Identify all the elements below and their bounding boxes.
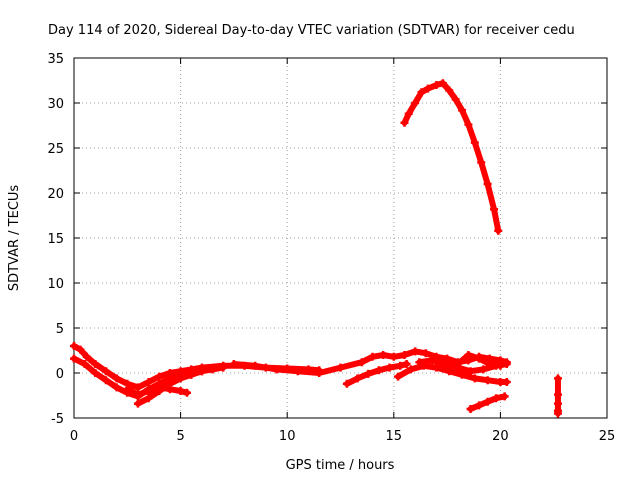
y-tick-label: 0	[56, 367, 64, 382]
x-axis-label: GPS time / hours	[286, 458, 395, 473]
data-series	[70, 79, 562, 418]
y-tick-label: 10	[47, 277, 64, 292]
x-tick-labels: 0 5 10 15 20 25	[70, 429, 615, 444]
y-tick-labels: -5 0 5 10 15 20 25 30 35	[47, 52, 64, 427]
y-tick-label: 15	[47, 232, 64, 247]
y-tick-label: -5	[51, 412, 64, 427]
x-tick-label: 20	[492, 429, 509, 444]
x-tick-label: 15	[386, 429, 403, 444]
series-arc-mid	[229, 347, 511, 377]
x-tick-label: 0	[70, 429, 78, 444]
series-arc-rise-a	[342, 360, 411, 388]
series-arc-low-d	[133, 367, 206, 408]
axes	[73, 57, 608, 419]
series-arc-rise-b	[394, 361, 511, 386]
series-arc-late	[453, 351, 505, 370]
chart-title: Day 114 of 2020, Sidereal Day-to-day VTE…	[48, 23, 575, 38]
y-tick-label: 20	[47, 187, 64, 202]
data-point	[219, 363, 228, 372]
series-segment	[484, 181, 498, 213]
y-tick-label: 5	[56, 322, 64, 337]
data-point	[402, 360, 411, 368]
data-point	[553, 409, 562, 418]
y-axis-label: SDTVAR / TECUs	[7, 185, 22, 292]
series-arc-tail	[466, 392, 509, 413]
series-arc-high	[400, 79, 503, 235]
data-point	[502, 378, 511, 386]
series-arc-isolated	[553, 374, 562, 418]
y-tick-label: 35	[47, 52, 64, 67]
x-tick-label: 5	[176, 429, 184, 444]
x-tick-label: 10	[279, 429, 296, 444]
data-point	[496, 361, 505, 370]
data-point	[500, 392, 509, 401]
data-point	[502, 360, 511, 368]
x-tick-label: 25	[599, 429, 616, 444]
y-tick-label: 30	[47, 97, 64, 112]
data-point	[494, 226, 503, 235]
data-point	[197, 367, 206, 376]
data-point	[182, 388, 191, 397]
y-tick-label: 25	[47, 142, 64, 157]
